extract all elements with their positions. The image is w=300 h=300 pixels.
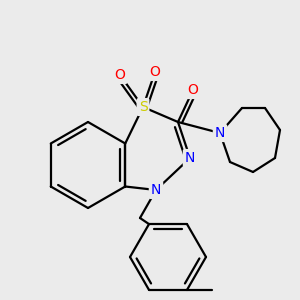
Text: N: N [215,126,225,140]
Text: O: O [188,83,198,97]
Text: N: N [151,183,161,197]
Text: S: S [139,100,147,114]
Text: O: O [115,68,125,82]
Text: N: N [185,151,195,165]
Text: O: O [150,65,160,79]
